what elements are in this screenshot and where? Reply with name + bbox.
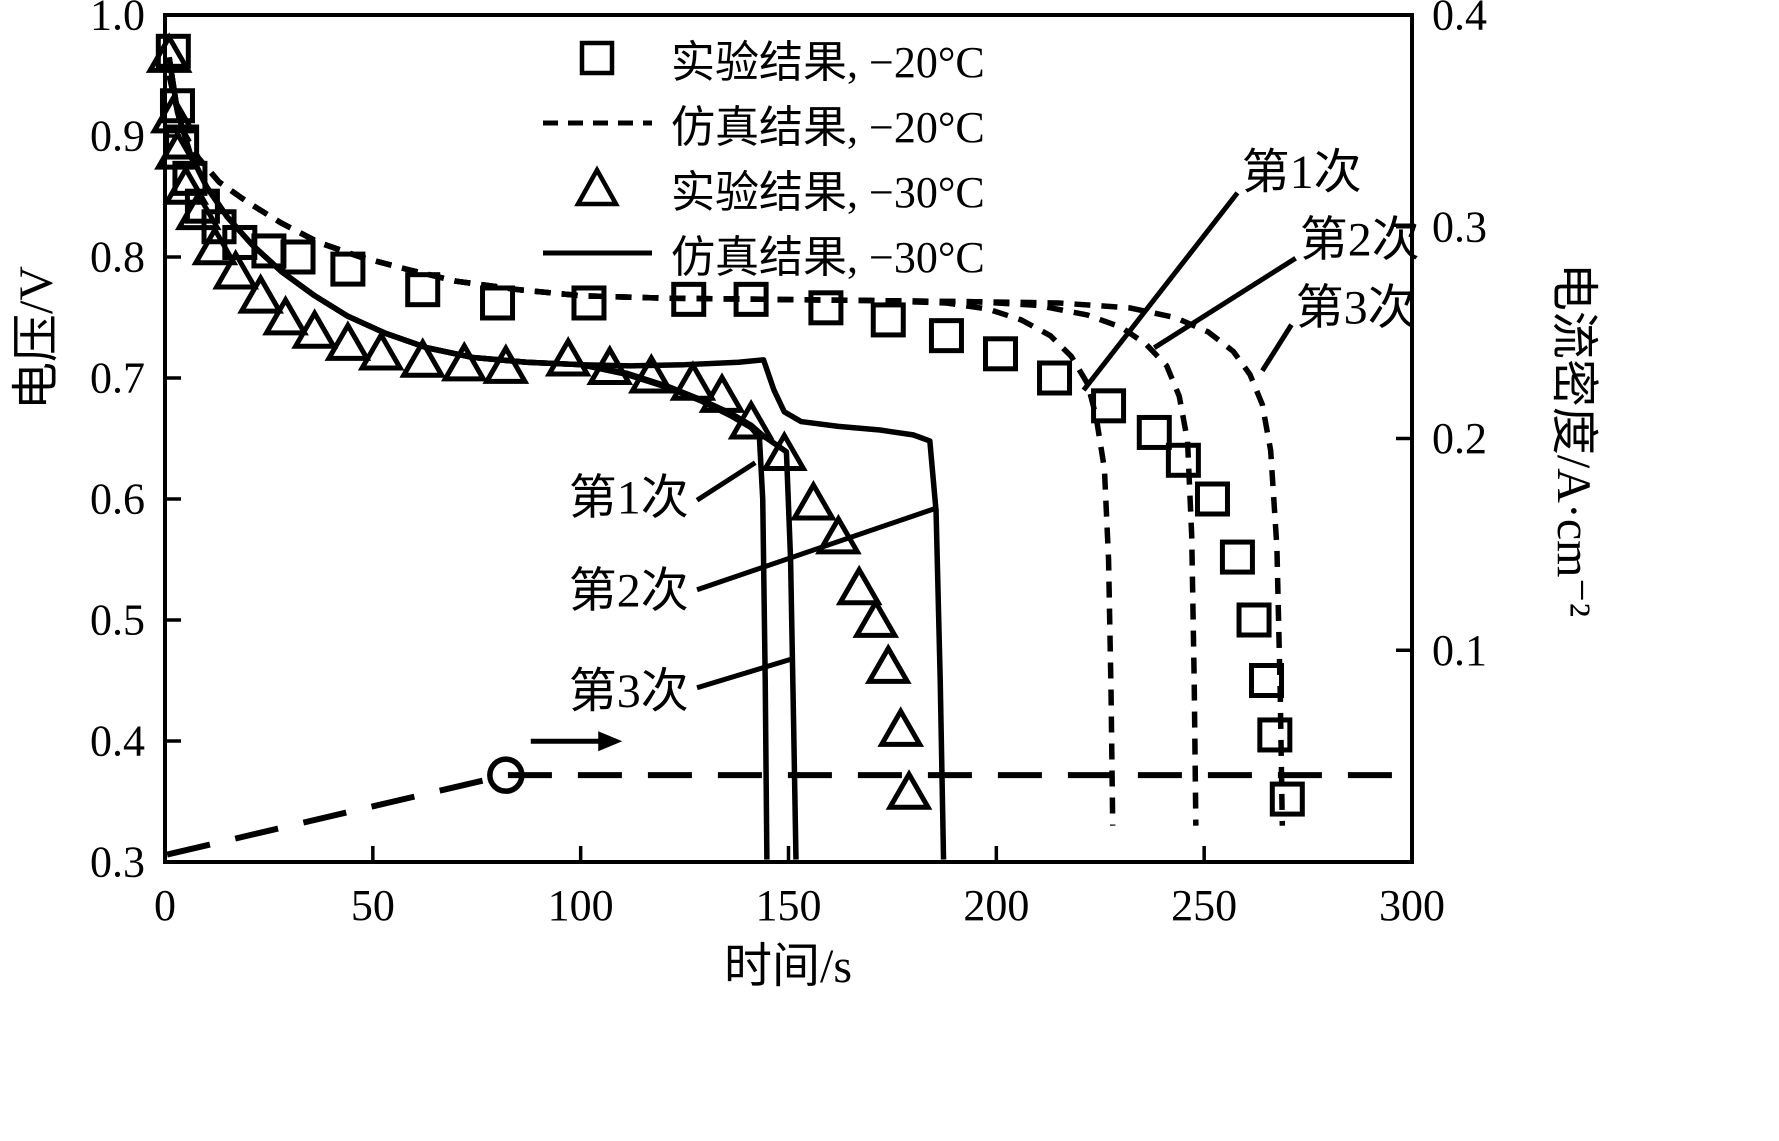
marker-triangle-exp-minus30 [852,597,900,638]
dashed-line-icon [543,120,652,126]
marker-square-exp-minus20 [480,285,516,321]
x-axis-title: 时间/s [724,940,852,993]
marker-triangle-exp-minus30 [237,273,284,314]
marker-triangle-exp-minus30 [399,337,447,378]
x-tick-label: 150 [756,881,822,930]
marker-triangle-exp-minus30 [149,92,197,134]
marker-square-exp-minus20 [571,285,607,321]
marker-triangle-exp-minus30 [174,189,222,231]
series-sim-minus20-run3 [166,74,1286,826]
legend-label: 仿真结果, −20°C [671,103,985,152]
legend-label: 仿真结果, −30°C [671,233,985,282]
chart-generated-layer: 0 50 100 150 200 250 300 0.3 0.4 0.5 0.6 0.7 0.8 0.9 1… [90,0,1487,930]
y-axis-title-left: 电压/V [10,266,63,410]
annotation-label-2: 第3次 [1296,281,1416,334]
series-sim-minus30-run3 [166,56,947,860]
marker-triangle-exp-minus30 [815,513,862,555]
marker-triangle-exp-minus30 [790,480,837,521]
marker-square-exp-minus20 [330,251,366,287]
marker-triangle-exp-minus30 [885,769,933,810]
marker-triangle-exp-minus30 [212,248,259,290]
marker-triangle-exp-minus30 [864,643,912,684]
annotation-leader-2 [1260,323,1294,373]
marker-square-exp-minus20 [870,302,906,338]
x-tick-label: 100 [548,881,614,930]
marker-triangle-exp-minus30 [324,320,372,361]
marker-square-exp-minus20 [1194,481,1230,517]
y-left-tick-label: 0.7 [90,354,145,403]
y-left-tick-label: 0.4 [90,717,145,766]
y-right-tick-label: 0.2 [1432,414,1487,463]
legend-item-sim-minus30: 仿真结果, −30°C [540,225,985,282]
annotation-label-0: 第1次 [1242,146,1362,199]
y-right-tick-label: 0.4 [1432,0,1487,40]
annotation-label-3: 第1次 [569,471,689,524]
current-density-circle-marker [487,756,525,794]
marker-square-exp-minus20 [280,239,316,275]
y-left-tick-label: 0.8 [90,233,145,282]
right-axis-arrow-head [598,731,623,752]
y-left-tick-label: 0.9 [90,112,145,161]
y-left-tick-label: 0.6 [90,475,145,524]
annotation-leader-5 [696,656,794,691]
solid-line-icon [543,250,652,256]
marker-triangle-exp-minus30 [628,352,675,394]
annotation-leader-3 [695,460,757,503]
marker-square-exp-minus20 [982,336,1018,372]
marker-triangle-exp-minus30 [544,336,592,377]
marker-triangle-exp-minus30 [262,294,309,336]
marker-square-exp-minus20 [1269,781,1305,817]
y-right-tick-label: 0.3 [1432,202,1487,251]
legend-label: 实验结果, −20°C [671,38,985,87]
legend-label: 实验结果, −30°C [671,168,985,217]
marker-square-exp-minus20 [1136,414,1172,450]
x-tick-label: 200 [963,881,1029,930]
marker-square-exp-minus20 [1165,442,1201,478]
triangle-marker-icon [574,165,620,207]
marker-square-exp-minus20 [1219,539,1255,575]
marker-triangle-exp-minus30 [440,340,488,382]
legend-item-exp-minus20: 实验结果, −20°C [540,30,985,87]
marker-triangle-exp-minus30 [191,224,239,266]
x-tick-label: 50 [351,881,395,930]
x-tick-label: 250 [1171,881,1237,930]
annotation-leader-0 [1081,191,1240,392]
square-marker-icon [579,40,615,76]
marker-square-exp-minus20 [1236,602,1272,638]
marker-triangle-exp-minus30 [835,564,883,606]
marker-square-exp-minus20 [405,272,441,308]
annotation-label-1: 第2次 [1300,214,1420,267]
marker-triangle-exp-minus30 [162,164,210,205]
marker-square-exp-minus20 [1257,717,1293,753]
y-left-tick-label: 0.5 [90,596,145,645]
y-left-tick-label: 0.3 [90,838,145,887]
marker-square-exp-minus20 [808,290,844,326]
legend: 实验结果, −20°C 仿真结果, −20°C 实验结果, −30°C 仿真结果… [540,30,985,282]
marker-square-exp-minus20 [1249,663,1285,698]
marker-triangle-exp-minus30 [357,329,405,371]
annotation-leader-4 [696,505,939,593]
marker-square-exp-minus20 [928,318,964,354]
y-right-tick-label: 0.1 [1432,626,1487,675]
y-left-tick-label: 1.0 [90,0,145,40]
legend-item-sim-minus20: 仿真结果, −20°C [540,95,985,152]
series-current-density [166,772,1412,858]
marker-triangle-exp-minus30 [291,308,338,349]
legend-item-exp-minus30: 实验结果, −30°C [540,160,985,217]
annotation-leader-1 [1152,256,1297,350]
marker-square-exp-minus20 [1091,388,1127,424]
annotation-label-5: 第3次 [569,665,689,718]
marker-square-exp-minus20 [1037,360,1073,396]
annotation-label-4: 第2次 [569,564,689,617]
marker-triangle-exp-minus30 [482,343,530,384]
x-tick-label: 300 [1379,881,1445,930]
y-axis-title-right: 电流密度/A·cm⁻² [1547,263,1600,617]
marker-triangle-exp-minus30 [877,706,925,747]
x-tick-label: 0 [154,881,176,930]
